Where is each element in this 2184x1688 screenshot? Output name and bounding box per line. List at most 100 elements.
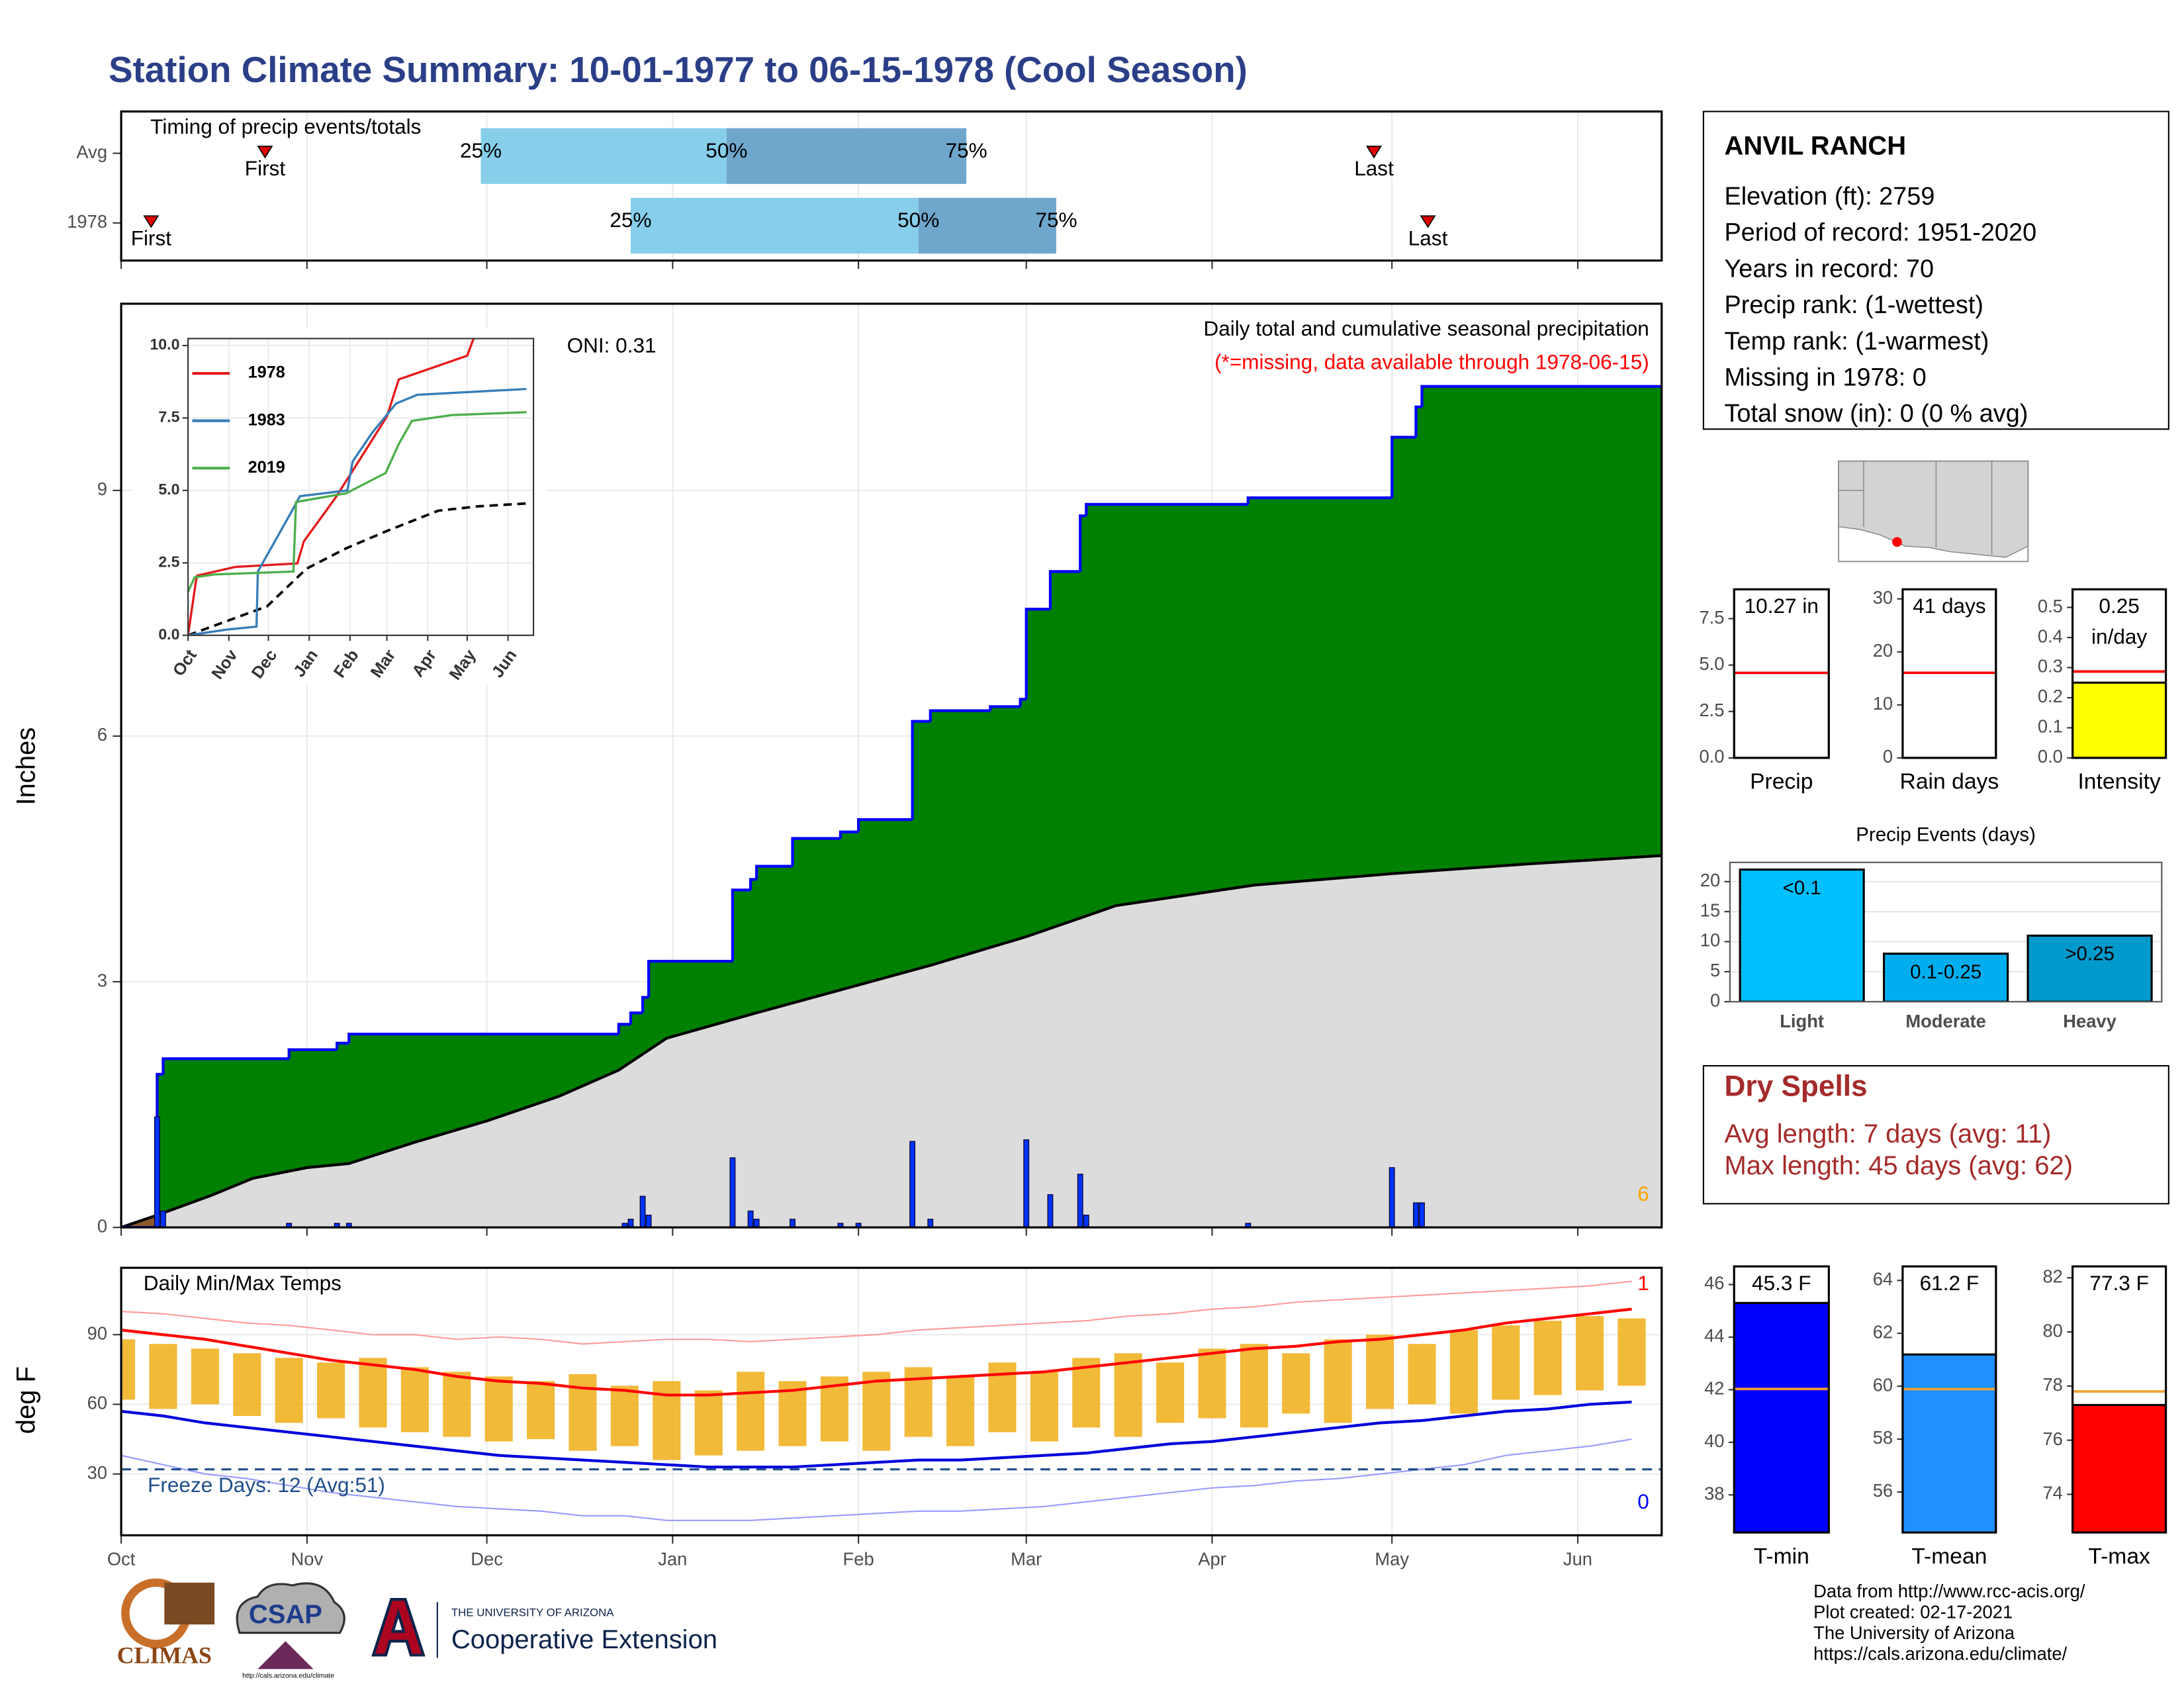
- temp-bar: [275, 1358, 303, 1423]
- station-line: Missing in 1978: 0: [1724, 363, 1926, 391]
- daily-bar: [753, 1219, 760, 1228]
- plot-border: [1901, 588, 1997, 759]
- logo-text: CLIMAS: [117, 1642, 212, 1669]
- y-tick-label: 78: [2042, 1374, 2062, 1395]
- logo-shape: [164, 1582, 215, 1624]
- plot-area: [1902, 589, 1996, 758]
- cumulative-outline: [731, 888, 751, 962]
- temp-bar: [1533, 1321, 1562, 1395]
- y-tick-label: 80: [2042, 1320, 2062, 1340]
- avg-min-line: [121, 1400, 1632, 1469]
- y-tick-label: 7.5: [1699, 607, 1724, 628]
- y-tick-label: 10.0: [150, 336, 179, 353]
- chart-title: Precip Events (days): [1856, 824, 2036, 846]
- category-label: Precip: [1750, 770, 1813, 794]
- temp-bar: [1408, 1344, 1436, 1405]
- y-tick-label: 30: [87, 1462, 107, 1483]
- y-axis-label: Inches: [12, 727, 41, 806]
- x-tick-label: Feb: [843, 1548, 874, 1569]
- temp-bar: [233, 1353, 261, 1417]
- logo-shape: [371, 1598, 426, 1657]
- y-axis-label: deg F: [12, 1366, 41, 1434]
- logo-shape: [257, 1641, 314, 1669]
- value-label-box: 0.25 in/day: [2091, 594, 2148, 649]
- y-tick-label: 0.0: [1699, 746, 1724, 767]
- cumulative-step: [157, 1074, 164, 1228]
- daily-bar: [1077, 1174, 1083, 1228]
- category-label: T-min: [1754, 1544, 1809, 1569]
- dry-spells-title: Dry Spells: [1724, 1070, 1867, 1102]
- record-high-line: [121, 1280, 1632, 1345]
- quartile-bar: [726, 128, 967, 184]
- event-marker: [1420, 215, 1436, 228]
- value-label-box: 10.27 in: [1745, 595, 1819, 619]
- cumulative-outline: [1414, 405, 1422, 438]
- quartile-label: 25%: [460, 138, 502, 162]
- plot-area: [1739, 868, 2153, 1002]
- cumulative-outline: [161, 1057, 289, 1074]
- footer-line: Plot created: 02-17-2021: [1813, 1601, 2013, 1622]
- cumulative-outline: [1390, 436, 1416, 498]
- value-label-box: 45.3 F: [1752, 1272, 1811, 1296]
- y-tick-label: 5.0: [1699, 653, 1724, 674]
- quartile-bar: [480, 128, 727, 184]
- logo-text: THE UNIVERSITY OF ARIZONA: [451, 1607, 614, 1619]
- cumulative-step: [1080, 516, 1087, 1228]
- station-name: ANVIL RANCH: [1724, 132, 1906, 161]
- temp-bar: [1449, 1330, 1478, 1414]
- y-tick-label: 0: [1710, 990, 1720, 1010]
- x-tick-label: Apr: [1198, 1548, 1226, 1569]
- average-line: [121, 854, 1662, 1228]
- plot-border: [1901, 1265, 1997, 1534]
- plot-area: [121, 385, 1662, 1228]
- quartile-bar: [918, 197, 1057, 254]
- temp-bar: [191, 1348, 219, 1405]
- y-tick-label: 3: [97, 970, 107, 990]
- daily-bar: [927, 1219, 934, 1228]
- station-line: Elevation (ft): 2759: [1724, 183, 1934, 211]
- y-tick-label: 76: [2042, 1429, 2062, 1449]
- dry-spells-box: [1702, 1064, 2169, 1205]
- x-tick-label: Jun: [1563, 1548, 1592, 1569]
- station-line: Years in record: 70: [1724, 255, 1934, 283]
- temp-bar: [1240, 1344, 1268, 1428]
- footer-line: https://cals.arizona.edu/climate/: [1813, 1644, 2067, 1664]
- daily-bar: [747, 1210, 754, 1228]
- marker-label: First: [245, 156, 286, 180]
- daily-bar: [790, 1219, 796, 1228]
- category-label: T-max: [2088, 1544, 2150, 1569]
- bar: [1739, 868, 1865, 1002]
- x-tick-label: Nov: [291, 1548, 324, 1569]
- bin-label: >0.25: [2065, 943, 2115, 965]
- map-states: [1838, 460, 2029, 558]
- bar: [1883, 953, 2009, 1002]
- temp-bar: [443, 1372, 471, 1437]
- temp-bar: [1198, 1348, 1226, 1419]
- y-tick-label: 90: [87, 1323, 107, 1343]
- temp-bar: [1030, 1372, 1058, 1442]
- daily-bar: [1413, 1202, 1419, 1228]
- temp-bar: [1156, 1362, 1185, 1423]
- daily-bar: [909, 1141, 916, 1228]
- cumulative-step: [1416, 406, 1423, 1228]
- average-area: [157, 855, 1662, 1228]
- ua-logo: THE UNIVERSITY OF ARIZONA Cooperative Ex…: [371, 1598, 717, 1658]
- cumulative-outline: [647, 960, 733, 998]
- category-label: T-mean: [1911, 1544, 1987, 1569]
- temp-bar: [359, 1358, 387, 1428]
- temp-bar: [149, 1344, 177, 1409]
- value-label: 0.25 in/day: [2091, 594, 2148, 649]
- temp-bar: [1366, 1335, 1394, 1409]
- cumulative-outline: [791, 837, 841, 867]
- oni-label: ONI: 0.31: [567, 333, 657, 357]
- value-label: 41 days: [1913, 594, 1986, 619]
- footer-line: The University of Arizona: [1813, 1622, 2015, 1643]
- series-line: [188, 338, 527, 635]
- climas-logo: CLIMAS: [117, 1578, 215, 1669]
- cumulative-outline: [1420, 385, 1662, 407]
- temp-bar: [1576, 1316, 1604, 1391]
- category-label: Rain days: [1900, 770, 1999, 794]
- y-tick-label: 0.2: [2038, 686, 2063, 706]
- locator-map: [1838, 460, 2029, 563]
